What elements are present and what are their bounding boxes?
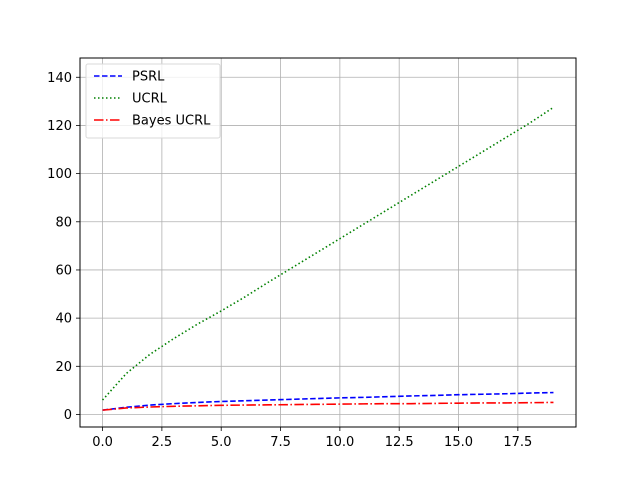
x-tick-label: 10.0: [325, 435, 354, 450]
psrl-series-line: [102, 391, 554, 411]
y-tick-label: 20: [55, 360, 72, 375]
y-tick-label: 120: [47, 119, 72, 134]
plot-frame: [79, 57, 577, 428]
y-axis: 0 20 40 60 80 100 120 140: [47, 71, 80, 423]
x-tick-label: 15.0: [444, 435, 473, 450]
legend: PSRL UCRL Bayes UCRL: [85, 63, 221, 139]
bayes-ucrl-series-line: [102, 401, 554, 411]
x-tick-label: 7.5: [270, 435, 291, 450]
series-layer: [101, 106, 554, 411]
y-tick-label: 40: [55, 312, 72, 327]
y-tick-label: 140: [47, 71, 72, 86]
legend-label-bayes-ucrl: Bayes UCRL: [132, 114, 211, 129]
y-tick-label: 0: [64, 408, 72, 423]
y-tick-label: 100: [47, 167, 72, 182]
x-tick-label: 2.5: [152, 435, 173, 450]
x-tick-label: 5.0: [211, 435, 232, 450]
grid: [80, 58, 576, 427]
y-tick-label: 60: [55, 263, 72, 278]
x-tick-label: 17.5: [503, 435, 532, 450]
y-tick-label: 80: [55, 215, 72, 230]
x-tick-label: 0.0: [92, 435, 113, 450]
x-tick-label: 12.5: [385, 435, 414, 450]
x-axis: 0.0 2.5 5.0 7.5 10.0 12.5 15.0 17.5: [92, 427, 532, 450]
legend-label-ucrl: UCRL: [132, 92, 168, 107]
legend-label-psrl: PSRL: [132, 70, 165, 85]
